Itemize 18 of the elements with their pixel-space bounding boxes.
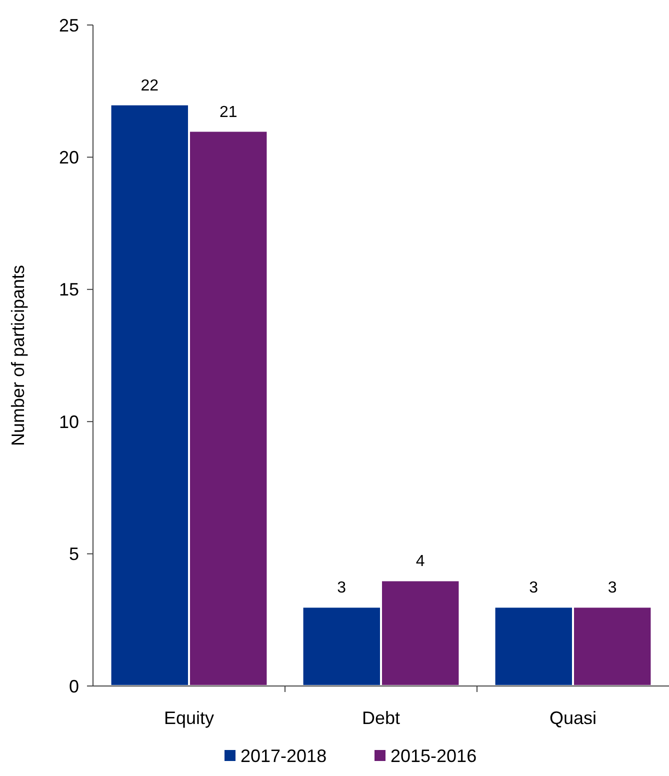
y-tick-label: 20: [58, 148, 79, 168]
x-tick-label: Equity: [164, 708, 214, 728]
y-tick-label: 5: [68, 544, 79, 564]
y-axis-title: Number of participants: [8, 264, 28, 446]
data-label: 4: [416, 553, 425, 570]
y-tick-label: 15: [58, 280, 79, 300]
legend-label: 2017-2018: [240, 746, 327, 766]
y-tick-label: 0: [68, 676, 79, 696]
data-label: 3: [529, 580, 538, 597]
y-tick-label: 25: [58, 15, 79, 36]
x-tick-label: Debt: [362, 708, 400, 728]
data-label: 3: [608, 580, 617, 597]
data-label: 3: [337, 580, 346, 597]
y-tick-label: 10: [58, 412, 79, 432]
data-label: 21: [219, 104, 238, 121]
data-label: 22: [140, 77, 159, 94]
x-tick-label: Quasi: [549, 708, 597, 728]
legend-label: 2015-2016: [390, 746, 477, 766]
